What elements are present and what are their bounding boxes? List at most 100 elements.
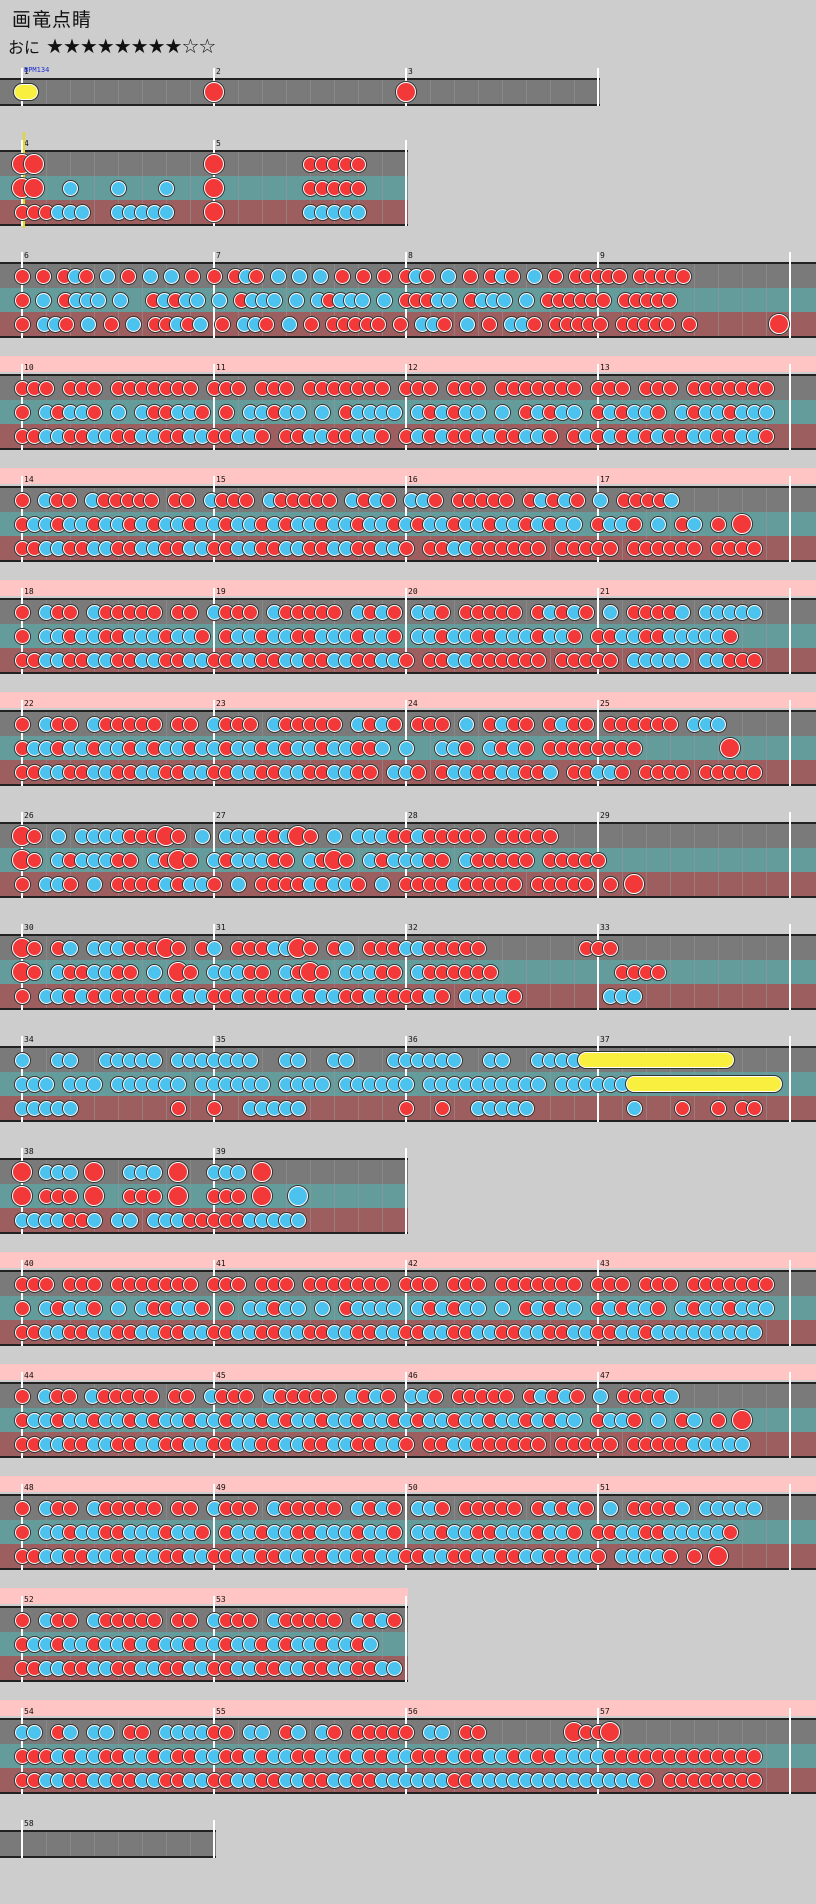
- don-note: [428, 492, 444, 508]
- don-note: [14, 988, 30, 1004]
- don-note: [249, 268, 265, 284]
- ka-note: [458, 716, 474, 732]
- don-note: [542, 428, 558, 444]
- don-note: [566, 1276, 582, 1292]
- measure-number: 39: [216, 1147, 226, 1156]
- measure-number: 57: [600, 1707, 610, 1716]
- don-note: [14, 1300, 30, 1316]
- beat-gridline: [166, 936, 167, 1008]
- row-bottom-line: [0, 896, 816, 898]
- don-note: [182, 1612, 198, 1628]
- measure-line: [789, 364, 791, 450]
- measure-number: 7: [216, 251, 221, 260]
- don-note: [614, 380, 630, 396]
- don-note: [230, 1276, 246, 1292]
- don-note: [434, 1100, 450, 1116]
- don-note: [254, 964, 270, 980]
- row-top-line: [0, 822, 816, 824]
- don-note: [14, 1612, 30, 1628]
- ka-note: [446, 1052, 462, 1068]
- don-note: [179, 1388, 195, 1404]
- don-note: [380, 1388, 396, 1404]
- don-note: [377, 268, 393, 284]
- don-note: [434, 604, 450, 620]
- measure-line: [213, 1260, 215, 1346]
- don-note: [386, 1500, 402, 1516]
- beat-gridline: [646, 1384, 647, 1456]
- don-note: [61, 1388, 77, 1404]
- star-rating: ★★★★★★★★☆☆: [46, 34, 216, 58]
- measure-number: 24: [408, 699, 418, 708]
- beat-gridline: [550, 1048, 551, 1120]
- don-note: [662, 1548, 678, 1564]
- ka-note: [290, 1052, 306, 1068]
- measure-number: 48: [24, 1483, 34, 1492]
- ka-note: [602, 1500, 618, 1516]
- measure-number: 46: [408, 1371, 418, 1380]
- big-don-note: [12, 1162, 32, 1182]
- don-note: [410, 764, 426, 780]
- gogo-band: [0, 1252, 816, 1268]
- don-note: [682, 316, 698, 332]
- measure-line: [789, 700, 791, 786]
- ka-note: [566, 1300, 582, 1316]
- don-note: [506, 876, 522, 892]
- beat-gridline: [718, 264, 719, 336]
- row-bottom-line: [0, 1456, 816, 1458]
- don-note: [722, 628, 738, 644]
- don-note: [434, 1500, 450, 1516]
- measure-number: 18: [24, 587, 34, 596]
- beat-gridline: [766, 264, 767, 336]
- row-top-line: [0, 262, 816, 264]
- ka-note: [290, 1212, 306, 1228]
- ka-note: [110, 180, 126, 196]
- beat-gridline: [766, 1384, 767, 1456]
- beat-gridline: [670, 936, 671, 1008]
- beat-gridline: [718, 936, 719, 1008]
- don-note: [746, 540, 762, 556]
- don-note: [392, 316, 408, 332]
- beat-gridline: [70, 1832, 71, 1856]
- measure-number: 36: [408, 1035, 418, 1044]
- ka-note: [99, 268, 115, 284]
- don-note: [662, 380, 678, 396]
- don-note: [434, 988, 450, 1004]
- don-note: [350, 876, 366, 892]
- chart-row: 22 23 24 25: [0, 692, 816, 788]
- don-note: [14, 292, 30, 308]
- song-title: 画竜点睛: [12, 9, 93, 31]
- don-note: [437, 316, 453, 332]
- ka-note: [354, 292, 370, 308]
- row-bottom-line: [0, 1232, 408, 1234]
- measure-line: [789, 1708, 791, 1794]
- don-note: [14, 1388, 30, 1404]
- measure-number: 3: [408, 67, 413, 76]
- don-note: [566, 380, 582, 396]
- don-note: [380, 492, 396, 508]
- bpm-marker: BPM134: [24, 66, 50, 74]
- ka-note: [566, 516, 582, 532]
- ka-note: [338, 1052, 354, 1068]
- beat-gridline: [766, 488, 767, 560]
- don-note: [578, 716, 594, 732]
- chart-row: 14 15 16 17: [0, 468, 816, 564]
- don-note: [758, 428, 774, 444]
- chart-row: 48 49 50 51: [0, 1476, 816, 1572]
- don-note: [78, 268, 94, 284]
- don-note: [121, 268, 137, 284]
- don-note: [595, 292, 611, 308]
- chart-row: 1 2 3 BPM134: [0, 60, 600, 108]
- don-note: [14, 492, 30, 508]
- beat-gridline: [94, 1832, 95, 1856]
- beat-gridline: [766, 936, 767, 1008]
- beat-gridline: [46, 936, 47, 1008]
- don-note: [185, 268, 201, 284]
- don-note: [518, 716, 534, 732]
- don-note: [590, 852, 606, 868]
- ka-note: [36, 292, 52, 308]
- ka-note: [686, 516, 702, 532]
- ka-note: [746, 1500, 762, 1516]
- measure-number: 56: [408, 1707, 418, 1716]
- beat-gridline: [646, 824, 647, 896]
- ka-note: [530, 1076, 546, 1092]
